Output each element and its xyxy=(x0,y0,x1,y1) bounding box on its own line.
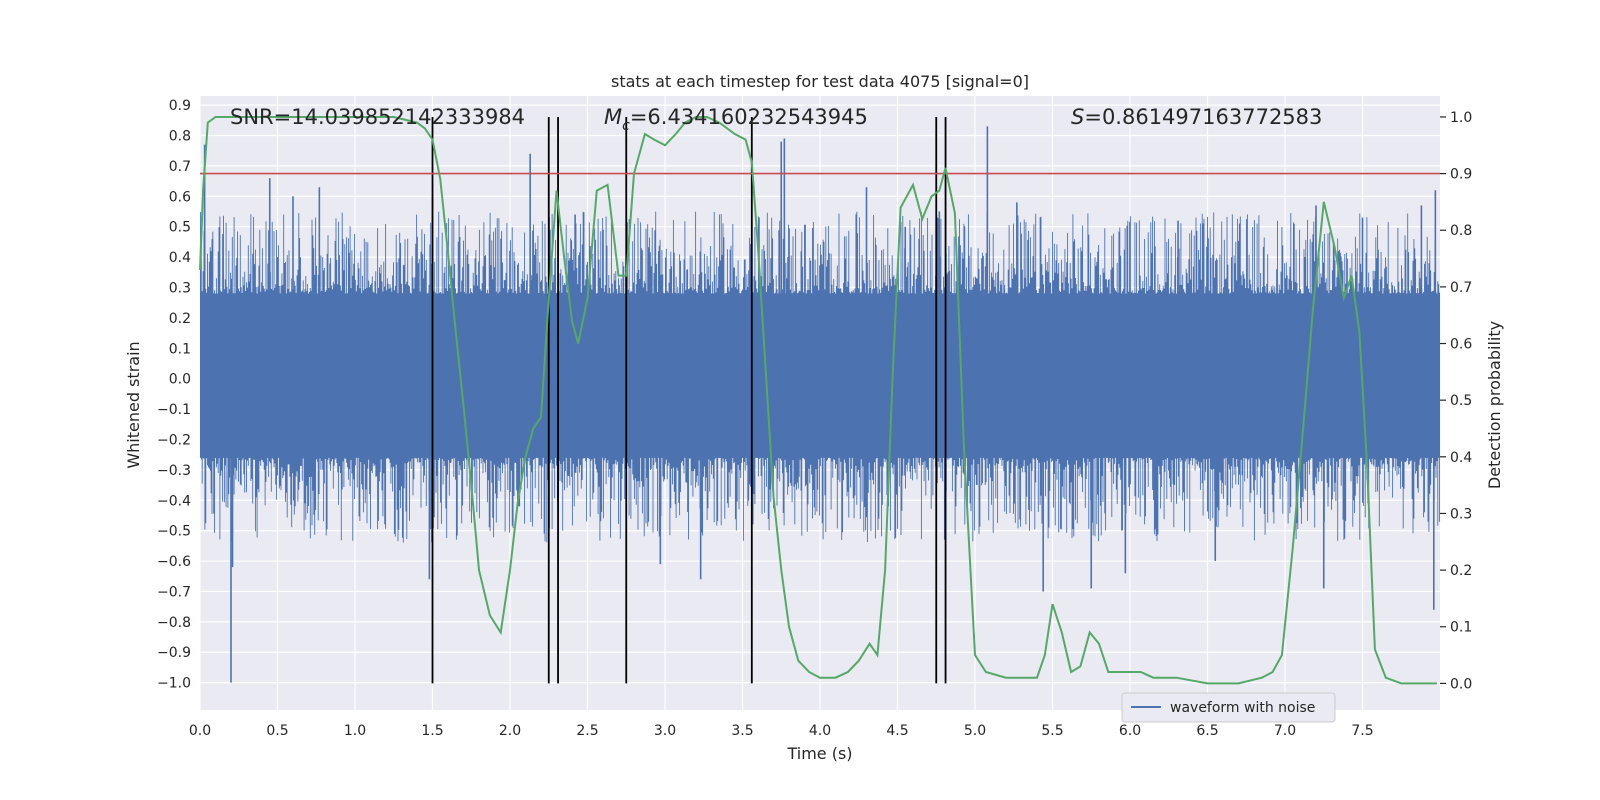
y-right-tick-label: 0.2 xyxy=(1450,563,1472,579)
x-tick-label: 6.5 xyxy=(1196,723,1218,739)
y-left-tick-label: 0.9 xyxy=(169,98,191,114)
x-tick-label: 4.5 xyxy=(886,723,908,739)
y-left-tick-label: −1.0 xyxy=(157,676,191,692)
y-right-tick-label: 0.7 xyxy=(1450,280,1472,296)
y-left-tick-label: 0.6 xyxy=(169,189,191,205)
chirp-mass-value: =6.434160232543945 xyxy=(630,105,868,129)
x-tick-label: 3.5 xyxy=(731,723,753,739)
y-left-tick-label: −0.7 xyxy=(157,584,191,600)
chirp-mass-symbol: M xyxy=(604,105,622,129)
y-left-tick-label: −0.9 xyxy=(157,645,191,661)
y-left-tick-label: −0.4 xyxy=(157,493,191,509)
y-left-tick-label: −0.3 xyxy=(157,463,191,479)
y-right-tick-label: 0.6 xyxy=(1450,337,1472,353)
x-tick-label: 7.5 xyxy=(1351,723,1373,739)
y-left-tick-label: 0.0 xyxy=(169,372,191,388)
y-left-tick-label: −0.2 xyxy=(157,432,191,448)
y-left-tick-label: −0.1 xyxy=(157,402,191,418)
y-right-tick-label: 0.1 xyxy=(1450,620,1472,636)
y-left-axis-label: Whitened strain xyxy=(124,341,143,468)
probability-line xyxy=(199,116,1437,685)
y-left-tick-label: 0.1 xyxy=(169,341,191,357)
score-annotation: S=0.861497163772583 xyxy=(1071,105,1322,129)
legend-box xyxy=(1121,692,1336,723)
vertical-markers xyxy=(431,116,947,684)
snr-annotation: SNR=14.039852142333984 xyxy=(230,105,525,129)
y-right-axis-label: Detection probability xyxy=(1485,321,1504,489)
y-left-tick-label: 0.2 xyxy=(169,311,191,327)
probability-series xyxy=(199,116,1437,685)
y-right-tick-label: 0.4 xyxy=(1450,450,1472,466)
x-tick-label: 3.0 xyxy=(654,723,676,739)
y-right-tick-label: 0.9 xyxy=(1450,167,1472,183)
x-axis-ticks: 0.0 0.5 1.0 1.5 2.0 2.5 3.0 3.5 4.0 4.5 5.0 5.5 6.0 6… xyxy=(189,723,1374,739)
y-left-tick-label: −0.5 xyxy=(157,524,191,540)
x-tick-label: 7.0 xyxy=(1274,723,1296,739)
x-tick-label: 0.0 xyxy=(189,723,211,739)
legend: waveform with noise xyxy=(1121,692,1336,723)
y-left-tick-label: −0.6 xyxy=(157,554,191,570)
x-tick-label: 2.0 xyxy=(499,723,521,739)
x-tick-label: 6.0 xyxy=(1119,723,1141,739)
y-left-axis-ticks: 0.9 0.8 0.7 0.6 0.5 0.4 0.3 0.2 0.1 0.0 −0.1 −0.2 −0… xyxy=(157,98,191,692)
y-left-tick-label: 0.3 xyxy=(169,280,191,296)
chirp-mass-subscript: c xyxy=(622,118,630,134)
x-tick-label: 0.5 xyxy=(266,723,288,739)
chirp-mass-annotation: Mc=6.434160232543945 xyxy=(604,105,868,134)
y-right-tick-label: 1.0 xyxy=(1450,110,1472,126)
legend-label: waveform with noise xyxy=(1170,700,1315,716)
y-left-tick-label: 0.4 xyxy=(169,250,191,266)
y-left-tick-label: 0.8 xyxy=(169,129,191,145)
y-right-axis-ticks: 1.0 0.9 0.8 0.7 0.6 0.5 0.4 0.3 0.2 0.1 0.0 xyxy=(1440,110,1472,692)
x-tick-label: 4.0 xyxy=(809,723,831,739)
x-tick-label: 5.5 xyxy=(1041,723,1063,739)
x-tick-label: 2.5 xyxy=(576,723,598,739)
y-right-tick-label: 0.3 xyxy=(1450,506,1472,522)
y-right-tick-label: 0.5 xyxy=(1450,393,1472,409)
x-tick-label: 1.0 xyxy=(344,723,366,739)
y-right-tick-label: 0.8 xyxy=(1450,223,1472,239)
waveform-series xyxy=(199,126,1441,683)
y-left-tick-label: 0.7 xyxy=(169,159,191,175)
x-axis-label: Time (s) xyxy=(786,744,852,763)
score-symbol: S xyxy=(1071,105,1084,129)
x-tick-label: 1.5 xyxy=(421,723,443,739)
y-right-tick-label: 0.0 xyxy=(1450,676,1472,692)
score-value: =0.861497163772583 xyxy=(1084,105,1322,129)
y-left-tick-label: −0.8 xyxy=(157,615,191,631)
x-tick-label: 5.0 xyxy=(964,723,986,739)
y-left-tick-label: 0.5 xyxy=(169,220,191,236)
chart-title: stats at each timestep for test data 407… xyxy=(611,72,1029,91)
